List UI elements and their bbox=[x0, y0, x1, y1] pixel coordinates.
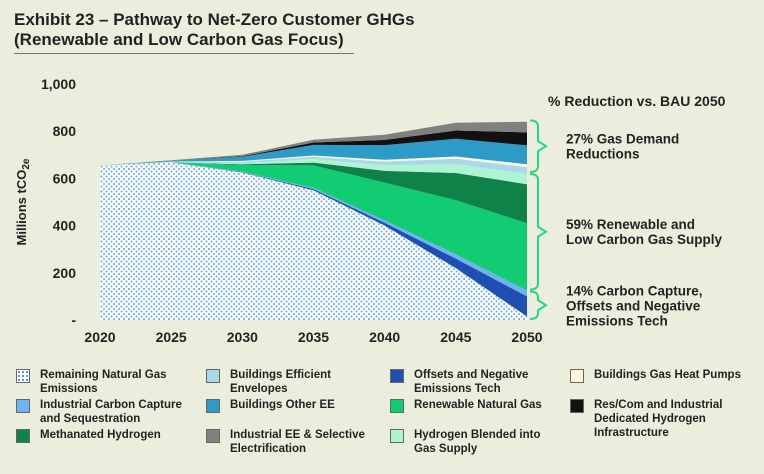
x-tick-label-2: 2030 bbox=[227, 329, 258, 345]
area-series-8 bbox=[100, 138, 527, 166]
annotation-text-2-0: 59% Renewable and bbox=[566, 217, 695, 232]
legend-swatch-7 bbox=[570, 399, 584, 413]
legend-label-4: Industrial Carbon Capture and Sequestrat… bbox=[40, 399, 182, 425]
legend-item-5: Buildings Other EE bbox=[206, 398, 335, 413]
x-tick-label-3: 2035 bbox=[298, 329, 329, 345]
legend-label-0: Remaining Natural Gas Emissions bbox=[40, 369, 167, 395]
chart-title: Exhibit 23 – Pathway to Net-Zero Custome… bbox=[14, 10, 415, 50]
annotation-text-1-0: 27% Gas Demand bbox=[566, 132, 679, 147]
area-series-7 bbox=[100, 155, 527, 168]
legend-swatch-5 bbox=[206, 399, 220, 413]
legend-label-9: Industrial EE & Selective Electrificatio… bbox=[230, 429, 365, 455]
annotation-text-2-1: Low Carbon Gas Supply bbox=[566, 232, 723, 247]
chart-areas bbox=[100, 121, 527, 320]
x-tick-label-4: 2040 bbox=[369, 329, 400, 345]
x-tick-label-5: 2045 bbox=[440, 329, 471, 345]
legend-item-6: Renewable Natural Gas bbox=[390, 398, 542, 413]
legend-swatch-10 bbox=[390, 429, 404, 443]
legend-item-7: Res/Com and Industrial Dedicated Hydroge… bbox=[570, 398, 722, 440]
area-series-6 bbox=[100, 156, 527, 174]
legend-item-10: Hydrogen Blended into Gas Supply bbox=[390, 428, 541, 456]
annotation-text-3-1: Offsets and Negative bbox=[566, 298, 701, 313]
area-series-0 bbox=[100, 162, 527, 320]
y-tick-label-1: 200 bbox=[53, 265, 77, 281]
legend-label-2: Offsets and Negative Emissions Tech bbox=[414, 369, 529, 395]
legend-label-5: Buildings Other EE bbox=[230, 399, 335, 411]
annotation-bracket-2 bbox=[529, 172, 548, 291]
title-underline bbox=[14, 53, 354, 54]
y-tick-label-2: 400 bbox=[53, 218, 77, 234]
y-tick-label-3: 600 bbox=[53, 170, 77, 186]
legend-swatch-9 bbox=[206, 429, 220, 443]
legend-label-10: Hydrogen Blended into Gas Supply bbox=[414, 429, 541, 455]
area-series-9 bbox=[100, 130, 527, 166]
legend-swatch-3 bbox=[570, 369, 584, 383]
chart-legend: Remaining Natural Gas Emissions Buildings… bbox=[16, 368, 756, 468]
legend-item-4: Industrial Carbon Capture and Sequestrat… bbox=[16, 398, 182, 426]
x-tick-label-1: 2025 bbox=[156, 329, 187, 345]
legend-swatch-2 bbox=[390, 369, 404, 383]
legend-item-3: Buildings Gas Heat Pumps bbox=[570, 368, 741, 383]
legend-item-1: Buildings Efficient Envelopes bbox=[206, 368, 331, 396]
legend-item-8: Methanated Hydrogen bbox=[16, 428, 161, 443]
y-tick-label-4: 800 bbox=[53, 123, 77, 139]
y-axis-label: Millions tCO2e bbox=[14, 158, 32, 245]
annotation-text-3-2: Emissions Tech bbox=[566, 313, 668, 328]
legend-label-7: Res/Com and Industrial Dedicated Hydroge… bbox=[594, 399, 723, 439]
legend-item-9: Industrial EE & Selective Electrificatio… bbox=[206, 428, 365, 456]
legend-swatch-0 bbox=[16, 369, 30, 383]
legend-label-6: Renewable Natural Gas bbox=[414, 399, 542, 411]
chart-annotations: % Reduction vs. BAU 2050 27% Gas DemandRe… bbox=[529, 93, 726, 328]
legend-swatch-1 bbox=[206, 369, 220, 383]
annotation-header: % Reduction vs. BAU 2050 bbox=[548, 93, 726, 109]
chart-canvas: - 200 400 600 800 1,000 2020 2025 2030 2035 2040 20… bbox=[14, 76, 726, 345]
area-series-5 bbox=[100, 159, 527, 185]
legend-label-1: Buildings Efficient Envelopes bbox=[230, 369, 331, 395]
legend-swatch-6 bbox=[390, 399, 404, 413]
legend-item-0: Remaining Natural Gas Emissions bbox=[16, 368, 167, 396]
area-series-3 bbox=[100, 162, 527, 291]
chart-axes: - 200 400 600 800 1,000 2020 2025 2030 2035 2040 20… bbox=[14, 76, 543, 345]
annotation-text-3-0: 14% Carbon Capture, bbox=[566, 283, 703, 298]
annotation-text-1-1: Reductions bbox=[566, 147, 640, 162]
area-series-10 bbox=[100, 121, 527, 166]
x-tick-label-6: 2050 bbox=[511, 329, 542, 345]
x-tick-label-0: 2020 bbox=[84, 329, 115, 345]
legend-label-3: Buildings Gas Heat Pumps bbox=[594, 369, 741, 381]
area-series-4 bbox=[100, 162, 527, 224]
annotation-bracket-3 bbox=[529, 290, 548, 320]
annotation-bracket-1 bbox=[529, 119, 548, 173]
chart-title-line2: (Renewable and Low Carbon Gas Focus) bbox=[14, 30, 344, 49]
y-tick-label-0: - bbox=[71, 312, 76, 328]
legend-label-8: Methanated Hydrogen bbox=[40, 429, 161, 441]
y-tick-label-5: 1,000 bbox=[41, 76, 76, 92]
legend-swatch-8 bbox=[16, 429, 30, 443]
legend-swatch-4 bbox=[16, 399, 30, 413]
chart-title-line1: Exhibit 23 – Pathway to Net-Zero Custome… bbox=[14, 10, 415, 29]
legend-item-2: Offsets and Negative Emissions Tech bbox=[390, 368, 528, 396]
